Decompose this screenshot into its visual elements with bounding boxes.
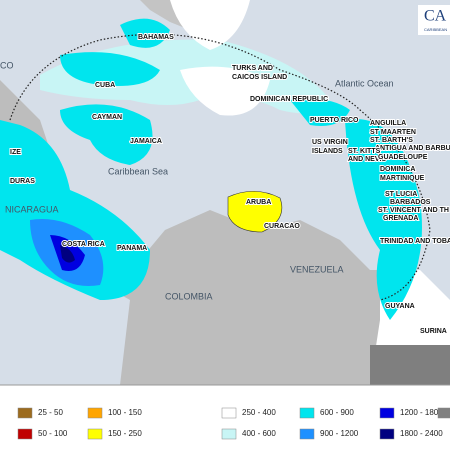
legend-swatch — [299, 407, 315, 419]
region-label: Caribbean Sea — [108, 166, 168, 176]
place-label: BARBADOS — [390, 199, 431, 206]
legend-label: 50 - 100 — [38, 429, 68, 438]
region-label: CO — [0, 60, 14, 70]
mainland — [0, 80, 450, 385]
place-label: DOMINICA — [380, 166, 415, 173]
place-label: AND NEVIS — [348, 156, 386, 163]
logo — [418, 5, 450, 35]
legend-swatch — [299, 428, 315, 440]
legend-label: 150 - 250 — [108, 429, 142, 438]
logo-text: CA — [424, 8, 447, 25]
legend-label: 900 - 1200 — [320, 429, 359, 438]
place-label: TRINIDAD AND TOBA — [380, 238, 450, 245]
legend-swatch — [17, 428, 33, 440]
place-label: CAICOS ISLAND — [232, 74, 287, 81]
place-label: CURACAO — [264, 223, 300, 230]
legend-label: 25 - 50 — [38, 408, 63, 417]
coverage — [290, 98, 422, 320]
legend-label: 100 - 150 — [108, 408, 142, 417]
coverage — [60, 18, 170, 87]
legend-swatch — [17, 407, 33, 419]
place-label: GRENADA — [383, 215, 418, 222]
place-label: SURINA — [420, 328, 447, 335]
place-label: GUADELOUPE — [378, 154, 428, 161]
region-label: COLOMBIA — [165, 291, 213, 301]
legend-label: 1200 - 1800 — [400, 408, 443, 417]
place-label: TURKS AND — [232, 65, 273, 72]
legend-swatch — [87, 428, 103, 440]
place-label: PUERTO RICO — [310, 117, 359, 124]
region-label: VENEZUELA — [290, 264, 344, 274]
legend-label: 400 - 600 — [242, 429, 276, 438]
place-label: ANGUILLA — [370, 120, 406, 127]
grey-zone — [370, 345, 450, 385]
legend-swatch — [87, 407, 103, 419]
coverage — [0, 120, 150, 300]
region-label: Atlantic Ocean — [335, 78, 394, 88]
coverage — [227, 190, 283, 233]
coverage — [60, 104, 153, 165]
region-label: NICARAGUA — [5, 204, 59, 214]
place-label: CUBA — [95, 82, 115, 89]
place-label: MARTINIQUE — [380, 175, 425, 182]
place-label: BAHAMAS — [138, 34, 174, 41]
place-label: COSTA RICA — [62, 241, 105, 248]
legend-label: 1800 - 2400 — [400, 429, 443, 438]
place-label: PANAMA — [117, 245, 147, 252]
legend-swatch — [437, 407, 450, 419]
place-label: CAYMAN — [92, 114, 122, 121]
place-label: ST. VINCENT AND TH — [378, 207, 449, 214]
place-label: ST MAARTEN — [370, 129, 416, 136]
place-label: DURAS — [10, 178, 35, 185]
place-label: US VIRGIN — [312, 139, 348, 146]
legend-label: 250 - 400 — [242, 408, 276, 417]
place-label: GUYANA — [385, 303, 415, 310]
legend-swatch — [379, 428, 395, 440]
place-label: ANTIGUA AND BARBU — [375, 145, 450, 152]
legend-swatch — [221, 428, 237, 440]
place-label: ISLANDS — [312, 148, 343, 155]
place-label: DOMINICAN REPUBLIC — [250, 96, 328, 103]
legend-swatch — [379, 407, 395, 419]
place-label: ST LUCIA — [385, 191, 417, 198]
legend-swatch — [221, 407, 237, 419]
place-label: JAMAICA — [130, 138, 162, 145]
place-label: ST. BARTH'S — [370, 137, 413, 144]
place-label: ST. KITTS — [348, 148, 381, 155]
coverage — [60, 245, 75, 263]
logo-subtext: CARIBBEAN — [424, 27, 447, 32]
coverage — [170, 0, 270, 116]
place-label: IZE — [10, 149, 21, 156]
place-label: ARUBA — [246, 199, 271, 206]
legend-label: 600 - 900 — [320, 408, 354, 417]
